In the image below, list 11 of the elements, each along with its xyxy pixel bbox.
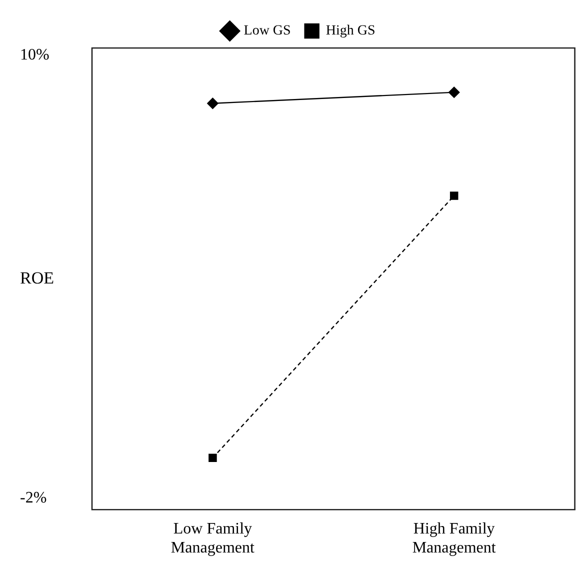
legend-label: Low GS (244, 24, 291, 39)
x-tick-label: High Family Management (412, 520, 496, 557)
point (208, 454, 217, 462)
x-tick-label: Low Family Management (170, 520, 256, 557)
legend-label: High GS (326, 24, 376, 39)
y-tick-label: 10% (20, 46, 50, 64)
y-tick-label: -2% (20, 490, 47, 507)
point (448, 86, 460, 98)
point (207, 98, 218, 109)
y-axis-title: ROE (20, 268, 54, 288)
point (450, 192, 458, 200)
